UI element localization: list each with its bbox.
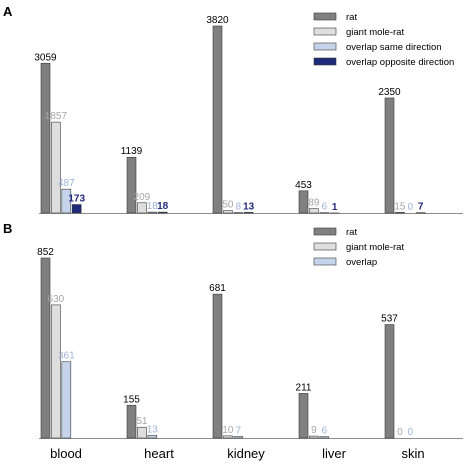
- category-label-blood: blood: [50, 446, 82, 461]
- data-label: 9: [311, 425, 317, 436]
- legend-label: overlap same direction: [346, 42, 442, 53]
- data-label: 3059: [34, 52, 57, 63]
- legend-swatch: [313, 242, 337, 251]
- data-label: 6: [322, 202, 328, 213]
- legend-label: giant mole-rat: [346, 27, 404, 38]
- legend-label: rat: [346, 227, 357, 238]
- bar-liver-giant-mole-rat: [309, 435, 319, 439]
- data-label: 18: [157, 201, 169, 212]
- legend-label: giant mole-rat: [346, 242, 404, 253]
- data-label: 361: [58, 351, 75, 362]
- legend: rat giant mole-rat overlap same direction o…: [313, 12, 454, 68]
- bar-heart-overlap-opposite-direction: [157, 211, 168, 214]
- bar-kidney-giant-mole-rat: [223, 210, 233, 214]
- category-label-kidney: kidney: [227, 446, 265, 461]
- bar-liver-giant-mole-rat: [309, 208, 319, 214]
- data-label: 13: [243, 201, 255, 212]
- bar-heart-giant-mole-rat: [137, 202, 147, 214]
- legend-swatch: [313, 227, 337, 236]
- data-label: 18: [147, 201, 159, 212]
- data-label: 0: [408, 427, 414, 438]
- data-label: 2350: [378, 87, 401, 98]
- data-label: 173: [68, 194, 85, 205]
- data-label: 7: [418, 202, 424, 213]
- bar-heart-rat: [126, 156, 137, 214]
- data-label: 487: [58, 178, 75, 189]
- data-label: 209: [134, 192, 151, 203]
- category-label-heart: heart: [144, 446, 174, 461]
- bar-heart-giant-mole-rat: [137, 426, 147, 439]
- bar-kidney-overlap: [233, 436, 244, 439]
- data-label: 630: [48, 294, 65, 305]
- data-label: 0: [397, 427, 403, 438]
- bar-blood-overlap: [61, 361, 72, 439]
- panel-letter: B: [3, 221, 12, 236]
- bar-blood-overlap-opposite-direction: [71, 204, 82, 214]
- data-label: 852: [37, 247, 54, 258]
- bar-heart-overlap-same-direction: [147, 211, 158, 214]
- data-label: 89: [308, 198, 320, 209]
- bar-heart-rat: [126, 404, 137, 439]
- bar-blood-rat: [40, 62, 51, 214]
- bar-liver-overlap: [319, 436, 330, 439]
- data-label: 155: [123, 394, 140, 405]
- data-label: 1: [332, 202, 338, 213]
- bar-skin-rat: [384, 97, 395, 214]
- data-label: 50: [222, 200, 234, 211]
- bar-kidney-giant-mole-rat: [223, 435, 233, 439]
- data-label: 211: [296, 382, 312, 393]
- data-label: 10: [222, 425, 234, 436]
- legend-label: overlap: [346, 257, 377, 268]
- bar-blood-rat: [40, 257, 51, 439]
- legend-swatch: [313, 257, 337, 266]
- bar-kidney-rat: [212, 293, 223, 439]
- data-label: 7: [236, 426, 242, 437]
- bar-skin-rat: [384, 324, 395, 439]
- data-label: 6: [322, 426, 328, 437]
- category-label-skin: skin: [401, 446, 424, 461]
- category-label-liver: liver: [322, 446, 347, 461]
- bar-blood-overlap-same-direction: [61, 188, 72, 214]
- legend-swatch: [313, 57, 337, 66]
- data-label: 1139: [121, 146, 143, 157]
- bar-liver-rat: [298, 190, 309, 214]
- bar-liver-rat: [298, 393, 309, 439]
- data-label: 3820: [206, 15, 229, 26]
- data-label: 1857: [45, 111, 68, 122]
- data-label: 537: [381, 314, 398, 325]
- bar-blood-giant-mole-rat: [51, 121, 61, 214]
- bar-kidney-overlap-opposite-direction: [243, 212, 254, 214]
- data-label: 8: [236, 202, 242, 213]
- data-label: 0: [408, 202, 414, 213]
- data-label: 453: [295, 180, 312, 191]
- legend-swatch: [313, 27, 337, 36]
- legend-swatch: [313, 42, 337, 51]
- data-label: 681: [209, 283, 226, 294]
- bar-kidney-rat: [212, 25, 223, 214]
- legend-swatch: [313, 12, 337, 21]
- legend-label: overlap opposite direction: [346, 57, 454, 68]
- panel-letter: A: [3, 4, 13, 19]
- legend: rat giant mole-rat overlap: [313, 227, 404, 268]
- bar-heart-overlap: [147, 434, 158, 439]
- bar-skin-giant-mole-rat: [395, 211, 405, 214]
- legend-label: rat: [346, 12, 357, 23]
- bar-blood-giant-mole-rat: [51, 304, 61, 439]
- data-label: 15: [394, 201, 406, 212]
- data-label: 13: [147, 424, 159, 435]
- data-label: 51: [136, 416, 148, 427]
